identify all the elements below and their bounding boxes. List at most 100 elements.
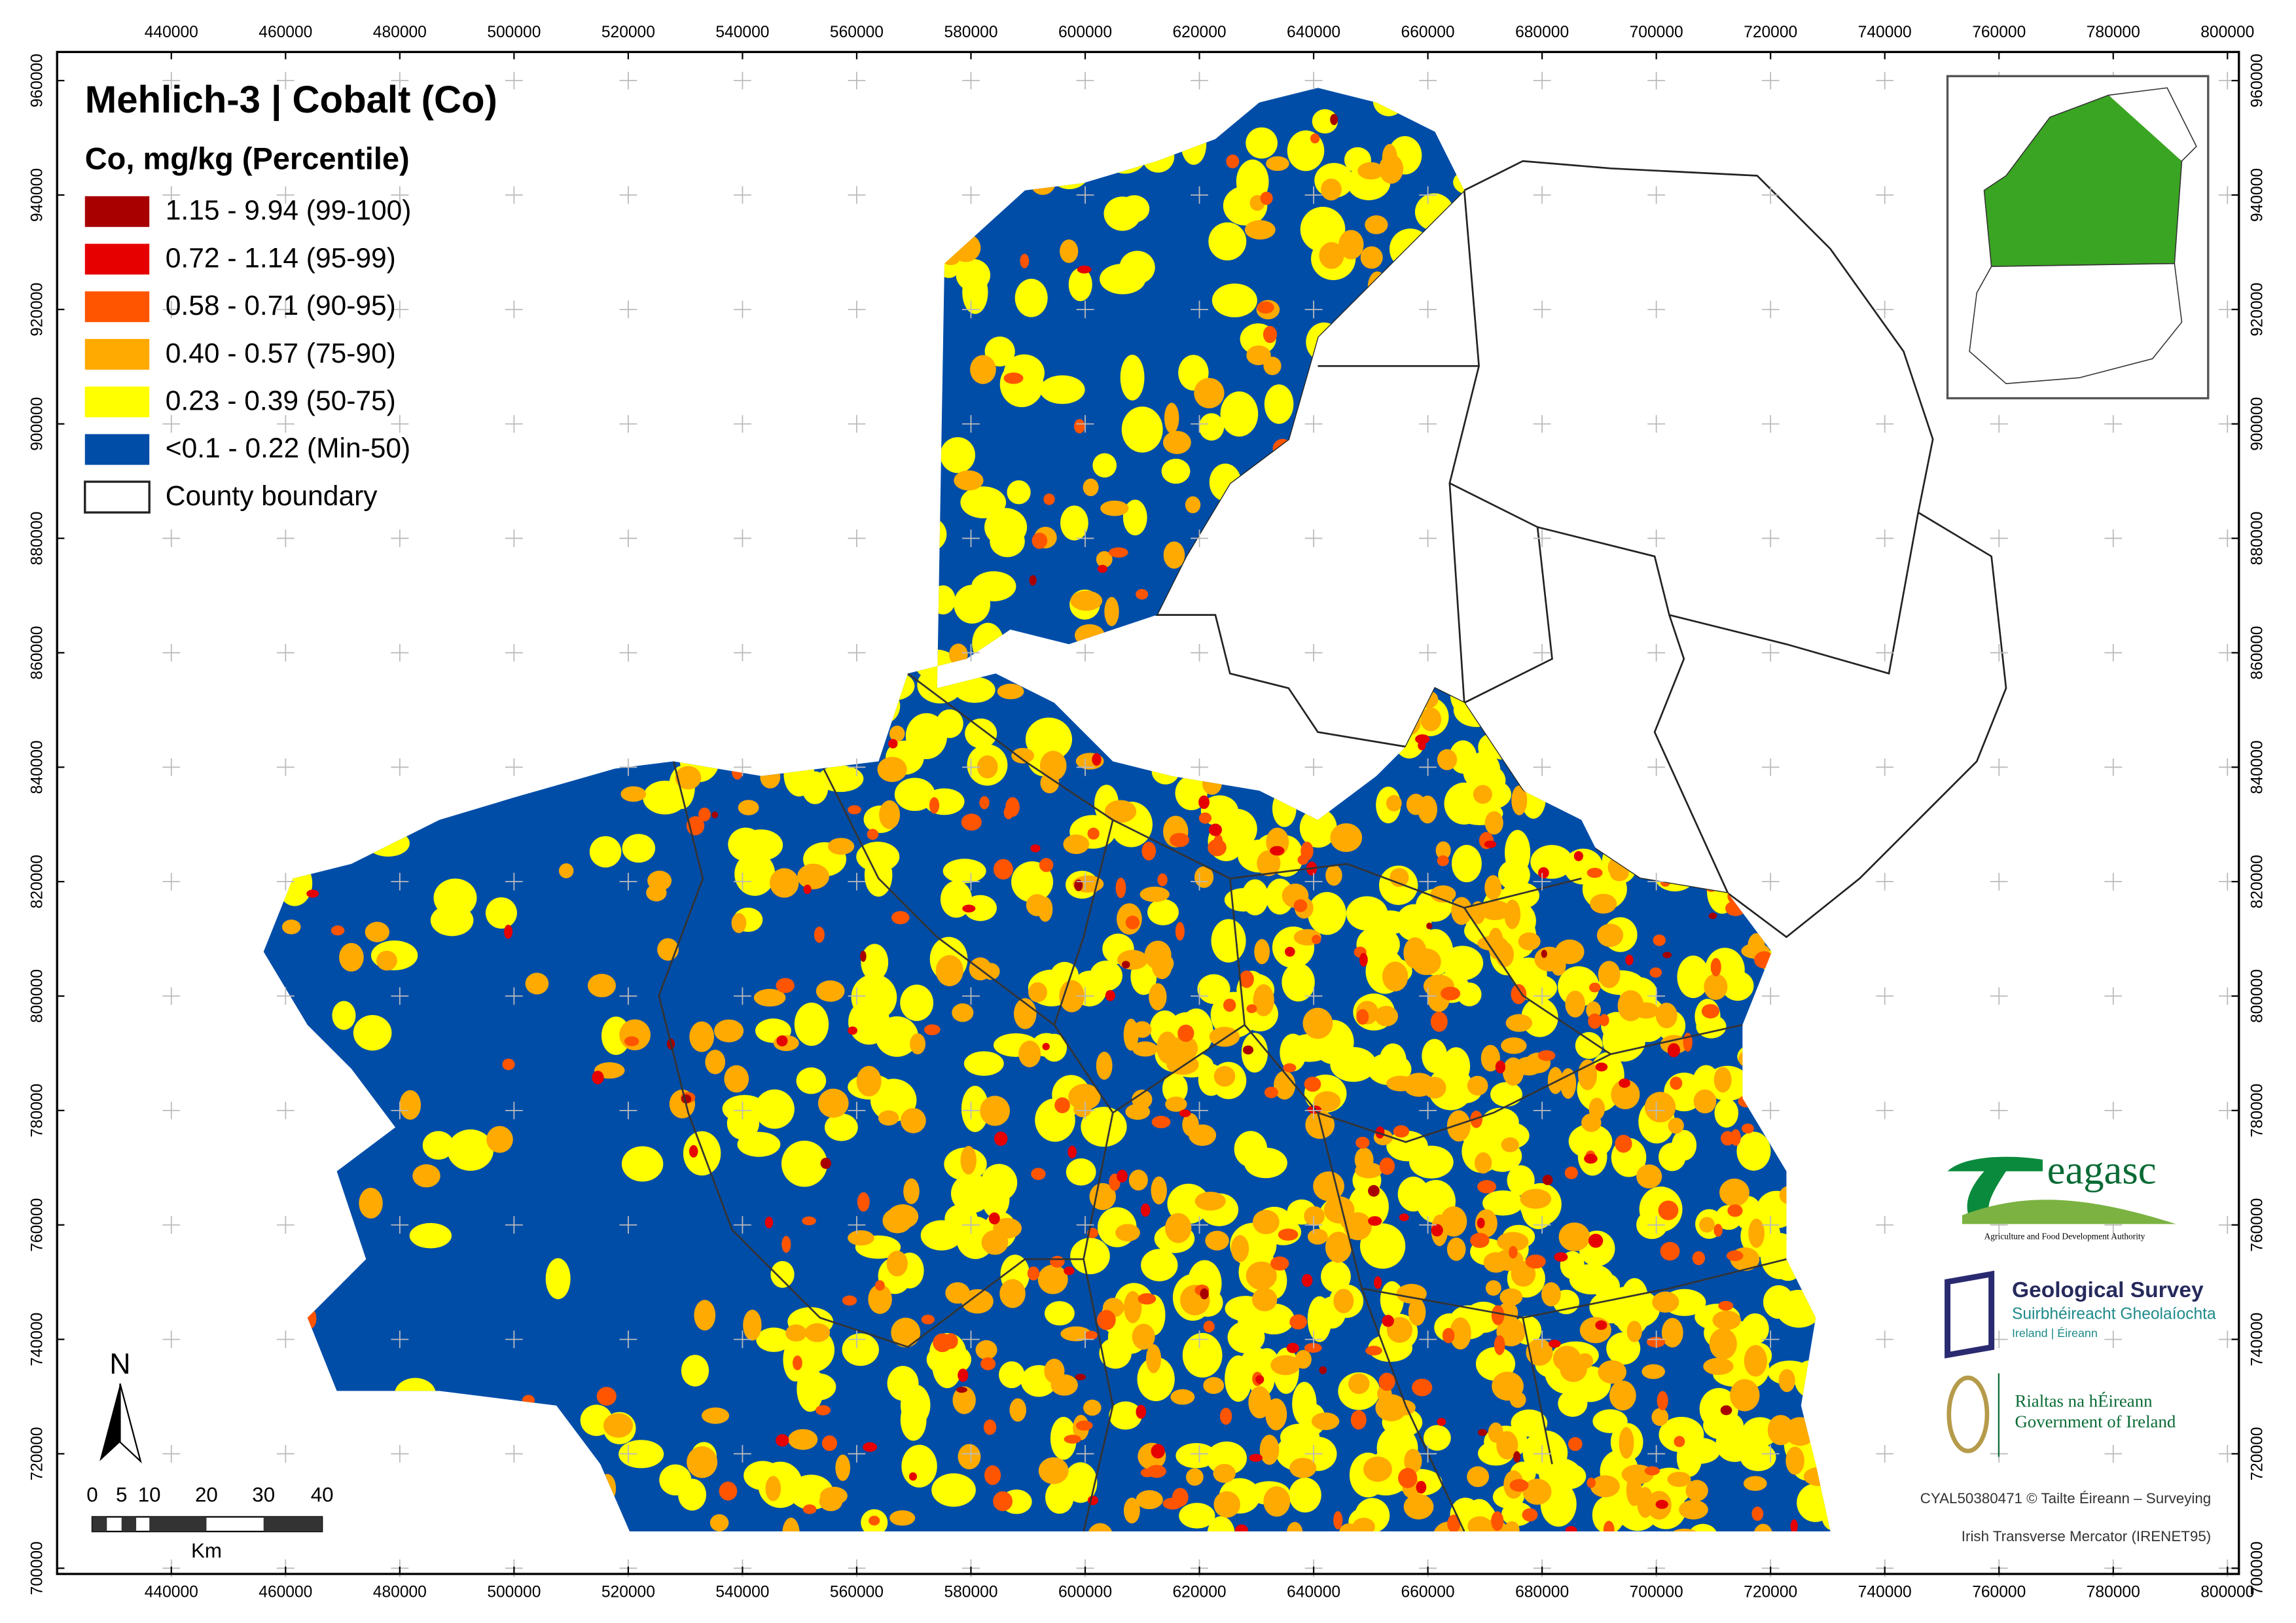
x-coord-bottom: 780000 [2087, 1584, 2140, 1601]
legend-swatch [84, 480, 151, 514]
concentration-patch [965, 718, 997, 749]
concentration-patch [1242, 1045, 1254, 1055]
concentration-patch [792, 1355, 802, 1370]
graticule-cross [1761, 1445, 1780, 1463]
arrow-left [99, 1383, 120, 1461]
graticule-cross [1876, 300, 1894, 319]
concentration-patch [879, 800, 901, 829]
graticule-cross [1533, 529, 1551, 548]
concentration-patch [1778, 1369, 1795, 1393]
concentration-patch [1518, 932, 1541, 951]
concentration-patch [689, 1021, 715, 1052]
concentration-patch [1603, 1520, 1615, 1532]
concentration-patch [1346, 896, 1388, 931]
graticule-cross [1076, 644, 1094, 662]
concentration-patch [1615, 1135, 1632, 1153]
concentration-patch [1437, 749, 1458, 770]
concentration-patch [1070, 590, 1103, 611]
graticule-cross [276, 1330, 295, 1349]
concentration-patch [755, 1089, 795, 1129]
concentration-patch [945, 1282, 970, 1304]
concentration-patch [1420, 707, 1442, 732]
concentration-patch [848, 1230, 874, 1246]
concentration-patch [1300, 842, 1314, 861]
graticule-cross [162, 1101, 181, 1120]
concentration-patch [1136, 589, 1149, 600]
concentration-patch [1513, 1451, 1521, 1463]
x-coord-bottom: 760000 [1972, 1584, 2026, 1601]
concentration-patch [1344, 1212, 1372, 1241]
concentration-patch [589, 836, 622, 868]
legend-title: Co, mg/kg (Percentile) [85, 141, 410, 176]
x-coord-bottom: 560000 [830, 1584, 884, 1601]
y-coord-left: 800000 [29, 969, 46, 1023]
scale-label: 5 [116, 1484, 127, 1507]
concentration-patch [980, 1357, 996, 1370]
graticule-cross [1876, 1216, 1894, 1234]
concentration-patch [856, 1065, 882, 1097]
concentration-patch [1323, 1196, 1355, 1224]
concentration-patch [1151, 1176, 1167, 1205]
concentration-patch [1592, 1273, 1620, 1299]
graticule-cross [1191, 1216, 1208, 1234]
concentration-patch [485, 897, 517, 929]
concentration-patch [1363, 1456, 1393, 1482]
graticule-cross [162, 529, 181, 548]
legend-label: 0.58 - 0.71 (90-95) [166, 291, 396, 321]
concentration-patch [1502, 1057, 1524, 1086]
concentration-patch [1067, 1145, 1077, 1159]
concentration-patch [596, 1387, 617, 1406]
concentration-patch [1743, 1476, 1767, 1491]
concentration-patch [993, 859, 1013, 880]
concentration-patch [1658, 1200, 1679, 1221]
concentration-patch [624, 1036, 639, 1046]
concentration-patch [1075, 1374, 1086, 1381]
concentration-patch [1039, 858, 1054, 872]
concentration-patch [705, 1050, 726, 1075]
concentration-patch [1100, 500, 1129, 516]
concentration-patch [1712, 1310, 1741, 1330]
concentration-patch [1374, 1005, 1399, 1027]
concentration-patch [1588, 1234, 1604, 1248]
concentration-patch [1696, 1014, 1727, 1039]
concentration-patch [776, 978, 795, 993]
graticule-cross [162, 1216, 181, 1234]
concentration-patch [1132, 1021, 1152, 1038]
concentration-patch [1649, 967, 1662, 978]
concentration-patch [1163, 541, 1185, 569]
concentration-patch [1177, 1024, 1194, 1042]
concentration-patch [1005, 797, 1020, 817]
concentration-patch [1504, 830, 1531, 876]
concentration-patch [1447, 1514, 1461, 1532]
concentration-patch [1289, 1314, 1308, 1330]
concentration-patch [1077, 265, 1092, 274]
concentration-patch [770, 1260, 795, 1288]
graticule-cross [391, 758, 409, 776]
graticule-cross [962, 987, 980, 1005]
concentration-patch [1406, 793, 1426, 815]
y-coord-left: 960000 [29, 54, 46, 107]
concentration-patch [1042, 1043, 1050, 1050]
graticule-cross [619, 872, 637, 891]
graticule-cross [505, 987, 523, 1005]
concentration-patch [1039, 375, 1085, 404]
concentration-patch [1584, 1153, 1598, 1164]
concentration-patch [1239, 971, 1254, 988]
concentration-patch [1667, 1043, 1680, 1058]
map-frame [56, 50, 2240, 1575]
graticule-cross [505, 1330, 523, 1349]
graticule-cross [505, 872, 523, 891]
concentration-patch [1304, 1206, 1325, 1226]
graticule-cross [276, 758, 295, 776]
concentration-patch [1064, 1435, 1081, 1444]
concentration-patch [1360, 246, 1383, 269]
concentration-patch [1676, 1438, 1702, 1477]
concentration-patch [802, 1504, 817, 1514]
concentration-patch [1104, 597, 1119, 626]
concentration-patch [1209, 1027, 1240, 1047]
graticule-cross [162, 758, 181, 776]
concentration-patch [1330, 114, 1338, 126]
concentration-patch [769, 868, 799, 898]
copyright: CYAL50380471 © Tailte Éireann – Surveyin… [1920, 1490, 2212, 1507]
x-coord-top: 600000 [1058, 24, 1112, 41]
